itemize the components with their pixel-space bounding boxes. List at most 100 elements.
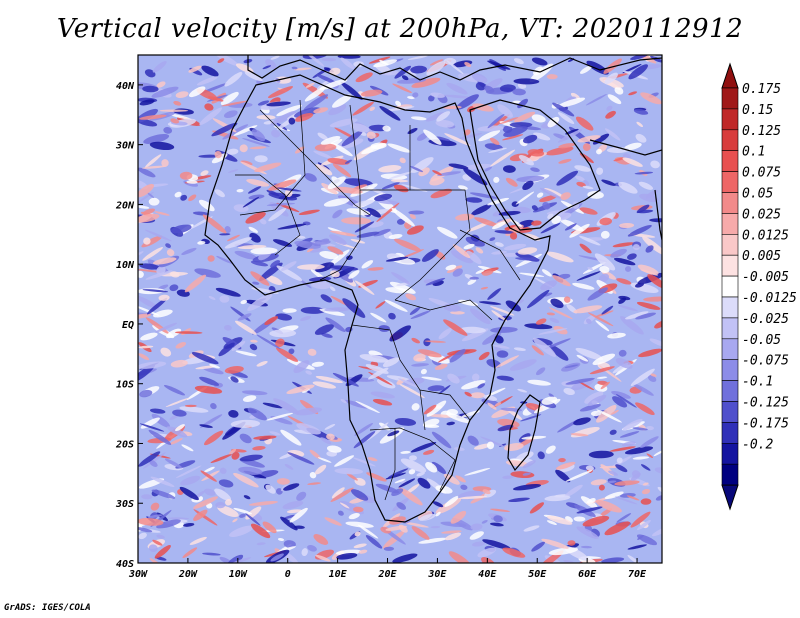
field-streak: [153, 309, 173, 318]
field-streak: [446, 60, 464, 75]
field-streak: [265, 59, 277, 70]
field-streak: [376, 202, 400, 223]
field-streak: [150, 476, 175, 487]
field-streak: [219, 295, 230, 303]
field-streak: [332, 94, 352, 108]
field-streak: [288, 117, 296, 125]
field-streak: [366, 472, 387, 482]
field-streak: [329, 118, 358, 128]
colorbar-label: -0.175: [742, 416, 789, 431]
field-streak: [289, 507, 308, 523]
field-streak: [409, 306, 421, 315]
field-streak: [219, 467, 227, 474]
field-streak: [366, 422, 389, 441]
field-streak: [381, 182, 400, 190]
field-streak: [314, 143, 337, 152]
field-streak: [632, 427, 648, 431]
field-streak: [563, 560, 574, 563]
field-streak: [385, 472, 407, 480]
field-streak: [565, 128, 579, 135]
field-streak: [546, 74, 558, 80]
field-streak: [531, 220, 542, 226]
field-streak: [348, 513, 360, 520]
field-streak: [148, 514, 163, 519]
field-streak: [610, 248, 627, 258]
field-streak: [370, 312, 387, 323]
field-streak: [450, 250, 474, 264]
field-streak: [436, 111, 451, 122]
field-streak: [317, 457, 332, 463]
field-streak: [156, 519, 181, 529]
field-streak: [444, 473, 460, 485]
field-streak: [152, 539, 163, 546]
field-streak: [611, 390, 631, 399]
field-streak: [533, 66, 544, 76]
field-streak: [183, 522, 195, 527]
field-streak: [240, 160, 253, 166]
field-streak: [391, 272, 411, 285]
x-tick-label: 30E: [427, 569, 447, 580]
field-streak: [330, 230, 357, 237]
field-streak: [213, 55, 239, 66]
field-streak: [421, 376, 442, 381]
field-streak: [333, 186, 363, 194]
field-streak: [650, 55, 662, 63]
field-streak: [596, 376, 608, 379]
field-streak: [535, 318, 547, 325]
field-streak: [337, 510, 344, 516]
field-streak: [395, 100, 402, 107]
india-coastline: [654, 189, 662, 241]
field-streak: [493, 176, 500, 183]
field-streak: [149, 460, 158, 467]
field-streak: [487, 288, 502, 300]
field-streak: [615, 464, 628, 473]
field-streak: [515, 451, 534, 462]
field-streak: [493, 344, 510, 349]
field-streak: [170, 224, 192, 234]
field-streak: [438, 328, 452, 340]
field-streak: [448, 551, 472, 563]
field-streak: [583, 179, 590, 186]
field-streak: [516, 175, 545, 182]
field-streak: [489, 137, 500, 145]
field-streak: [315, 164, 333, 176]
field-streak: [382, 357, 400, 368]
field-streak: [627, 225, 652, 237]
field-streak: [282, 308, 297, 313]
field-streak: [394, 238, 422, 252]
field-streak: [344, 159, 353, 164]
colorbar-swatch: [721, 192, 739, 214]
field-streak: [378, 165, 402, 173]
field-streak: [443, 57, 457, 65]
field-streak: [376, 378, 396, 389]
field-streak: [636, 301, 661, 310]
field-streak: [633, 108, 649, 115]
field-streak: [291, 66, 298, 70]
field-streak: [138, 205, 150, 209]
field-streak: [270, 110, 297, 126]
field-streak: [555, 461, 576, 470]
field-streak: [210, 453, 232, 464]
field-streak: [513, 58, 524, 65]
field-streak: [215, 501, 226, 509]
field-streak: [394, 417, 417, 426]
field-streak: [630, 55, 649, 60]
field-streak: [399, 157, 406, 164]
field-streak: [460, 484, 468, 490]
field-streak: [166, 328, 182, 339]
field-streak: [353, 543, 367, 549]
field-streak: [607, 480, 617, 484]
field-streak: [527, 149, 545, 157]
field-streak: [378, 325, 390, 332]
field-streak: [242, 196, 260, 208]
field-streak: [224, 365, 244, 374]
field-streak: [544, 495, 571, 502]
field-streak: [312, 381, 336, 389]
field-streak: [608, 470, 619, 476]
field-streak: [221, 100, 248, 107]
field-streak: [490, 149, 516, 167]
field-streak: [495, 355, 519, 368]
field-streak: [582, 185, 594, 190]
field-streak: [269, 329, 297, 338]
field-streak: [240, 299, 248, 305]
